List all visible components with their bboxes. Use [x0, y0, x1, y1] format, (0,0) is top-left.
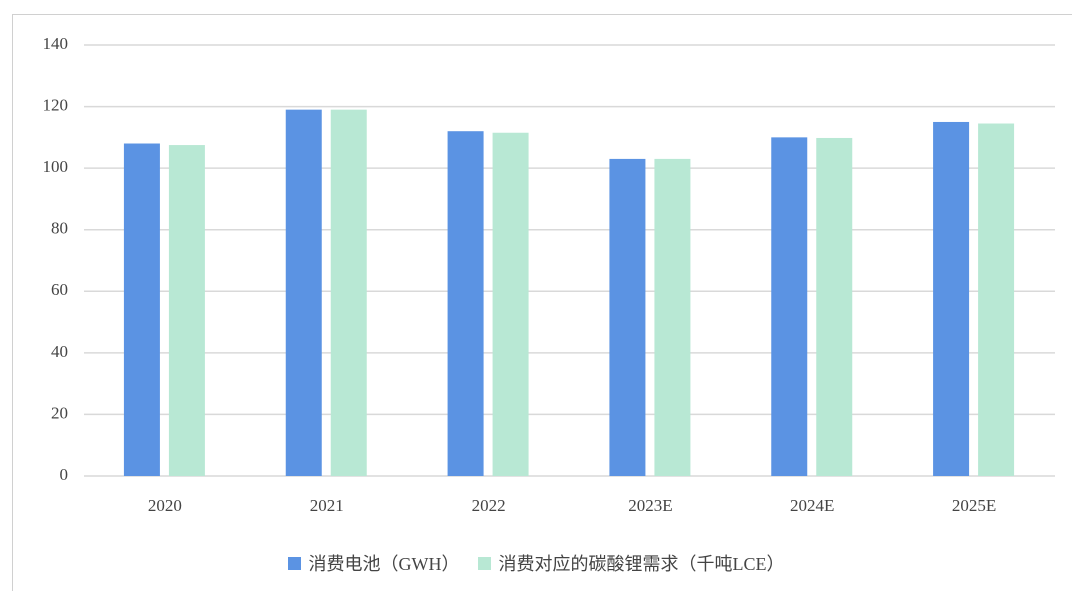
legend-swatch: [287, 556, 301, 570]
x-tick-label: 2022: [472, 496, 506, 515]
bar: [978, 123, 1015, 476]
bar: [492, 132, 529, 476]
y-tick-label: 40: [51, 342, 68, 361]
legend-label: 消费对应的碳酸锂需求（千吨LCE）: [498, 554, 785, 574]
bar: [654, 158, 691, 476]
y-tick-label: 120: [43, 95, 69, 114]
bar: [609, 158, 646, 476]
legend-item: 消费对应的碳酸锂需求（千吨LCE）: [477, 550, 785, 576]
y-tick-label: 80: [51, 219, 68, 238]
y-tick-label: 140: [43, 34, 69, 53]
y-tick-label: 60: [51, 280, 68, 299]
bar: [330, 109, 367, 477]
x-tick-label: 2025E: [952, 496, 996, 515]
bar: [816, 137, 853, 477]
legend-swatch: [477, 556, 491, 570]
bar: [933, 121, 970, 476]
y-tick-label: 20: [51, 403, 68, 422]
x-tick-label: 2021: [310, 496, 344, 515]
bar: [447, 131, 484, 476]
bar: [123, 143, 160, 476]
legend-item: 消费电池（GWH）: [287, 550, 460, 576]
bar: [168, 145, 205, 476]
y-tick-label: 100: [43, 157, 69, 176]
bar: [771, 137, 808, 476]
y-tick-label: 0: [60, 465, 69, 484]
bar: [285, 109, 322, 477]
legend-label: 消费电池（GWH）: [308, 554, 460, 574]
chart-border: [12, 14, 1072, 591]
x-tick-label: 2023E: [628, 496, 672, 515]
legend: 消费电池（GWH） 消费对应的碳酸锂需求（千吨LCE）: [0, 550, 1072, 576]
x-tick-label: 2024E: [790, 496, 834, 515]
x-tick-label: 2020: [148, 496, 182, 515]
